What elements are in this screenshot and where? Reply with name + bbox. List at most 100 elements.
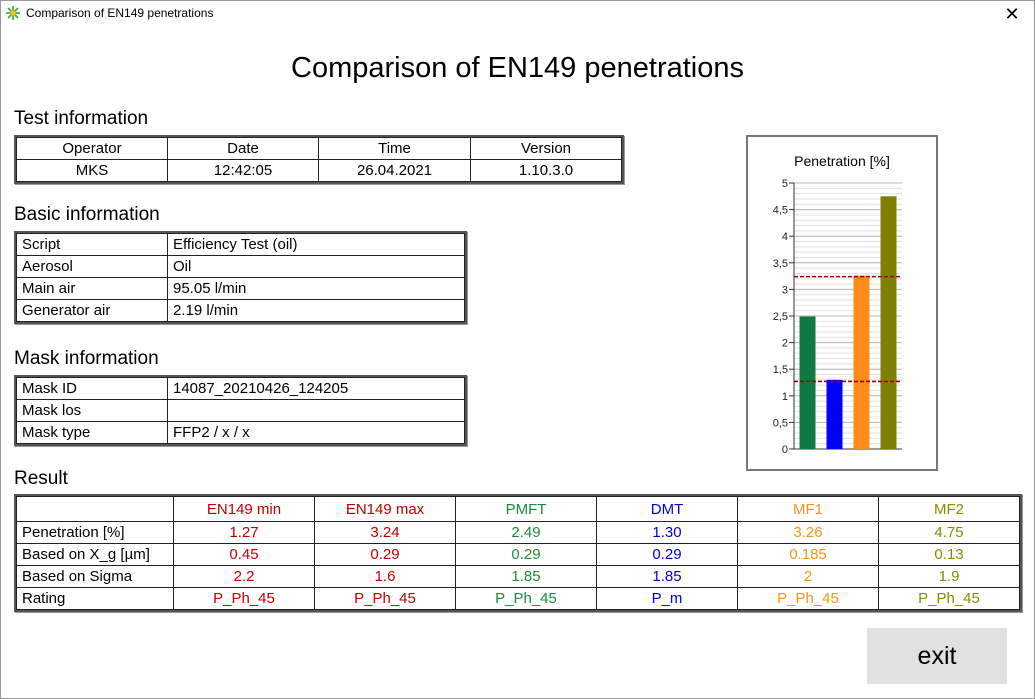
chart-y-tick-label: 5 [782, 178, 788, 190]
chart-y-tick-label: 2,5 [773, 311, 788, 323]
chart-y-tick-label: 3,5 [773, 258, 788, 270]
result-title: Result [14, 468, 68, 489]
basic-info-label: Aerosol [16, 255, 168, 278]
result-row: Based on Sigma 2.2 1.6 1.85 1.85 2 1.9 [16, 565, 1020, 588]
table-row: Generator air 2.19 l/min [16, 299, 465, 322]
result-cell: 1.85 [596, 565, 738, 588]
basic-info-value: Efficiency Test (oil) [167, 233, 465, 256]
chart-bar-dmt [826, 379, 843, 449]
result-row: Penetration [%] 1.27 3.24 2.49 1.30 3.26 4.75 [16, 521, 1020, 544]
table-row: Aerosol Oil [16, 255, 465, 278]
test-info-header: Version [470, 137, 622, 160]
chart-y-tick-label: 2 [782, 338, 788, 350]
result-cell: 0.29 [314, 543, 456, 566]
chart-y-tick-label: 1 [782, 391, 788, 403]
result-cell: 1.85 [455, 565, 597, 588]
result-cell: 0.185 [737, 543, 879, 566]
mask-info-table: Mask ID 14087_20210426_124205 Mask los Ma… [14, 375, 467, 446]
result-cell: 2.49 [455, 521, 597, 544]
result-cell: 1.9 [878, 565, 1020, 588]
chart-plot: 0 0,5 1 1,5 2 2,5 3 3,5 4 4,5 5 [773, 178, 902, 456]
title-bar: Comparison of EN149 penetrations ✕ [0, 0, 1035, 28]
chart-bar-mf2 [880, 196, 897, 449]
version-value: 1.10.3.0 [470, 159, 622, 182]
mask-info-title: Mask information [14, 348, 159, 369]
result-row-label: Penetration [%] [16, 521, 174, 544]
result-cell: 0.13 [878, 543, 1020, 566]
result-col-header: MF2 [878, 496, 1020, 522]
window-title: Comparison of EN149 penetrations [26, 6, 214, 20]
test-info-header: Date [167, 137, 319, 160]
result-cell: 0.29 [455, 543, 597, 566]
chart-bar-pmft [799, 316, 816, 449]
result-row-label: Based on X_g [µm] [16, 543, 174, 566]
result-cell: 2 [737, 565, 879, 588]
close-button[interactable]: ✕ [1004, 4, 1020, 24]
result-cell: P_m [596, 587, 738, 610]
test-info-header-row: Operator Date Time Version [16, 137, 622, 160]
basic-info-label: Script [16, 233, 168, 256]
basic-info-value: 2.19 l/min [167, 299, 465, 322]
result-col-header: MF1 [737, 496, 879, 522]
basic-info-title: Basic information [14, 204, 160, 225]
basic-info-label: Generator air [16, 299, 168, 322]
chart-y-tick-label: 4 [782, 231, 788, 243]
mask-info-value: 14087_20210426_124205 [167, 377, 465, 400]
result-col-header: PMFT [455, 496, 597, 522]
result-cell: 3.26 [737, 521, 879, 544]
chart-y-tick-label: 4,5 [773, 205, 788, 217]
chart-y-tick-label: 1,5 [773, 364, 788, 376]
chart-title: Penetration [%] [794, 153, 890, 169]
table-row: Main air 95.05 l/min [16, 277, 465, 300]
app-icon [6, 6, 20, 20]
test-info-header: Operator [16, 137, 168, 160]
mask-info-label: Mask type [16, 421, 168, 444]
result-cell: 1.30 [596, 521, 738, 544]
result-cell: P_Ph_45 [878, 587, 1020, 610]
time-value: 26.04.2021 [318, 159, 471, 182]
table-row: Mask ID 14087_20210426_124205 [16, 377, 465, 400]
result-cell: P_Ph_45 [737, 587, 879, 610]
test-info-header: Time [318, 137, 471, 160]
result-cell: 0.29 [596, 543, 738, 566]
page-title: Comparison of EN149 penetrations [291, 52, 744, 84]
result-col-header: DMT [596, 496, 738, 522]
result-corner [16, 496, 174, 522]
penetration-chart: Penetration [%] 0 0,5 1 1,5 2 2,5 3 3,5 4 4,5 5 [746, 135, 938, 471]
mask-info-value: FFP2 / x / x [167, 421, 465, 444]
result-row-label: Based on Sigma [16, 565, 174, 588]
basic-info-value: Oil [167, 255, 465, 278]
result-table: EN149 min EN149 max PMFT DMT MF1 MF2 Pen… [14, 494, 1022, 612]
mask-info-value [167, 399, 465, 422]
chart-y-tick-label: 0,5 [773, 417, 788, 429]
table-row: Mask type FFP2 / x / x [16, 421, 465, 444]
result-cell: P_Ph_45 [455, 587, 597, 610]
basic-info-label: Main air [16, 277, 168, 300]
table-row: Mask los [16, 399, 465, 422]
result-col-header: EN149 max [314, 496, 456, 522]
result-row-label: Rating [16, 587, 174, 610]
test-info-table: Operator Date Time Version MKS 12:42:05 … [14, 135, 624, 184]
result-col-header: EN149 min [173, 496, 315, 522]
operator-value: MKS [16, 159, 168, 182]
chart-bar-mf1 [853, 275, 870, 449]
result-cell: 3.24 [314, 521, 456, 544]
result-header-row: EN149 min EN149 max PMFT DMT MF1 MF2 [16, 496, 1020, 522]
result-cell: P_Ph_45 [173, 587, 315, 610]
result-cell: 2.2 [173, 565, 315, 588]
test-info-title: Test information [14, 108, 149, 129]
result-cell: 4.75 [878, 521, 1020, 544]
result-cell: 1.6 [314, 565, 456, 588]
basic-info-value: 95.05 l/min [167, 277, 465, 300]
chart-y-tick-label: 0 [782, 444, 788, 456]
date-value: 12:42:05 [167, 159, 319, 182]
mask-info-label: Mask ID [16, 377, 168, 400]
result-cell: 0.45 [173, 543, 315, 566]
result-cell: 1.27 [173, 521, 315, 544]
mask-info-label: Mask los [16, 399, 168, 422]
result-row: Based on X_g [µm] 0.45 0.29 0.29 0.29 0.185 0.… [16, 543, 1020, 566]
exit-button[interactable]: exit [867, 628, 1007, 684]
basic-info-table: Script Efficiency Test (oil) Aerosol Oil M… [14, 231, 467, 324]
result-cell: P_Ph_45 [314, 587, 456, 610]
table-row: Script Efficiency Test (oil) [16, 233, 465, 256]
